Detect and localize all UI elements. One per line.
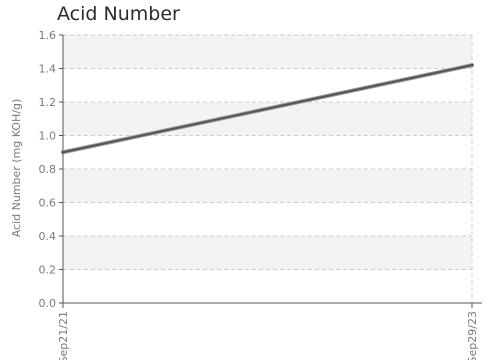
y-tick-label: 1.6 — [39, 29, 57, 42]
x-tick-labels: Sep21/21 Sep29/23 — [57, 311, 479, 360]
y-tick-label: 1.4 — [39, 63, 57, 76]
axes — [59, 34, 482, 308]
y-tick-label: 0.0 — [39, 297, 57, 310]
y-axis-title: Acid Number (mg KOH/g) — [10, 99, 23, 238]
data-point — [470, 63, 474, 67]
background-bands — [63, 35, 472, 270]
y-tick-label: 0.4 — [39, 230, 57, 243]
y-tick-label: 0.2 — [39, 264, 57, 277]
series — [61, 63, 474, 155]
gridlines — [62, 34, 473, 303]
data-point — [61, 150, 65, 154]
series-line — [62, 64, 473, 154]
y-tick-label: 1.2 — [39, 96, 57, 109]
band — [63, 236, 472, 270]
y-tick-label: 1.0 — [39, 130, 57, 143]
x-tick-label: Sep21/21 — [57, 311, 70, 360]
band — [63, 169, 472, 203]
band — [63, 35, 472, 69]
chart-title: Acid Number — [57, 3, 180, 25]
y-tick-label: 0.8 — [39, 163, 57, 176]
y-tick-label: 0.6 — [39, 197, 57, 210]
y-tick-labels: 0.0 0.2 0.4 0.6 0.8 1.0 1.2 1.4 1.6 — [39, 29, 57, 310]
x-tick-label: Sep29/23 — [466, 311, 479, 360]
